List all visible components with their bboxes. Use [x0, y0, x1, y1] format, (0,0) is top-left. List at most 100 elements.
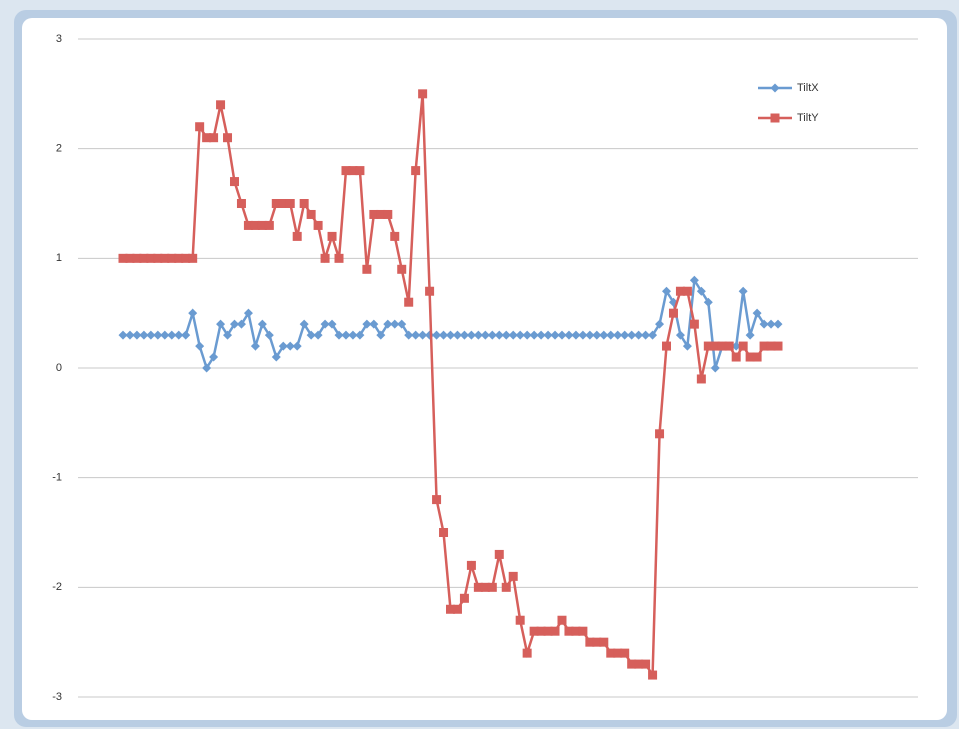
marker [641, 659, 651, 669]
marker [773, 341, 783, 351]
marker [195, 341, 205, 351]
marker [278, 341, 288, 351]
marker [571, 330, 581, 340]
legend-label: TiltY [797, 112, 819, 124]
marker [202, 363, 212, 373]
marker [766, 341, 776, 351]
marker [703, 297, 713, 307]
marker [480, 330, 490, 340]
marker [662, 286, 672, 296]
marker [439, 528, 449, 537]
marker [536, 330, 546, 340]
marker [306, 209, 316, 219]
marker [696, 374, 706, 384]
marker [710, 341, 720, 351]
y-tick-label: 1 [56, 252, 62, 264]
marker [376, 209, 386, 219]
marker [355, 166, 365, 176]
marker [264, 220, 274, 230]
marker [348, 330, 358, 340]
marker [529, 626, 539, 636]
marker [668, 308, 678, 318]
marker [362, 319, 372, 329]
marker [118, 253, 128, 263]
marker [167, 330, 177, 340]
marker [571, 626, 581, 636]
marker [292, 231, 302, 241]
marker [390, 231, 400, 241]
marker [522, 648, 532, 658]
marker [480, 582, 490, 592]
marker [216, 100, 226, 110]
marker [369, 319, 379, 329]
marker [675, 330, 685, 340]
marker [738, 341, 748, 351]
marker [529, 330, 539, 340]
marker [620, 330, 630, 340]
marker [313, 220, 323, 230]
marker [501, 582, 511, 592]
marker [627, 330, 637, 340]
marker [599, 330, 609, 340]
marker [564, 330, 574, 340]
marker [543, 626, 553, 636]
marker [271, 199, 281, 208]
marker [487, 582, 497, 592]
marker [236, 319, 246, 329]
marker [383, 319, 393, 329]
marker [327, 319, 337, 329]
marker [313, 330, 323, 340]
marker [257, 220, 267, 230]
marker [724, 341, 734, 351]
marker [703, 341, 713, 351]
y-tick-label: 2 [56, 143, 62, 155]
marker [557, 615, 567, 625]
marker [250, 220, 260, 230]
marker [675, 286, 685, 296]
marker [689, 319, 699, 329]
marker [578, 626, 588, 636]
marker [759, 319, 769, 329]
marker [557, 330, 567, 340]
marker [731, 341, 741, 351]
marker [515, 615, 525, 625]
marker [174, 330, 184, 340]
marker [299, 319, 309, 329]
marker [759, 341, 769, 351]
marker [634, 330, 644, 340]
marker [334, 330, 344, 340]
marker [271, 352, 281, 362]
marker [292, 341, 302, 351]
marker [466, 560, 476, 570]
marker [564, 626, 574, 636]
marker [118, 330, 128, 340]
marker [752, 308, 762, 318]
y-tick-label: 0 [56, 362, 62, 374]
marker [236, 199, 246, 208]
marker [473, 330, 483, 340]
marker [452, 604, 462, 614]
marker [125, 253, 135, 263]
marker [320, 253, 330, 263]
marker [411, 330, 421, 340]
marker [515, 330, 525, 340]
marker [766, 319, 776, 329]
marker [648, 670, 658, 680]
marker [327, 231, 337, 241]
marker [404, 330, 414, 340]
marker [550, 330, 560, 340]
marker [773, 319, 783, 329]
marker [592, 637, 602, 647]
marker [655, 319, 665, 329]
marker [738, 286, 748, 296]
marker [620, 648, 630, 658]
marker [125, 330, 135, 340]
marker [146, 330, 156, 340]
y-tick-label: -1 [52, 472, 62, 484]
marker [682, 286, 692, 296]
marker [167, 253, 177, 263]
marker [487, 330, 497, 340]
marker [418, 330, 428, 340]
